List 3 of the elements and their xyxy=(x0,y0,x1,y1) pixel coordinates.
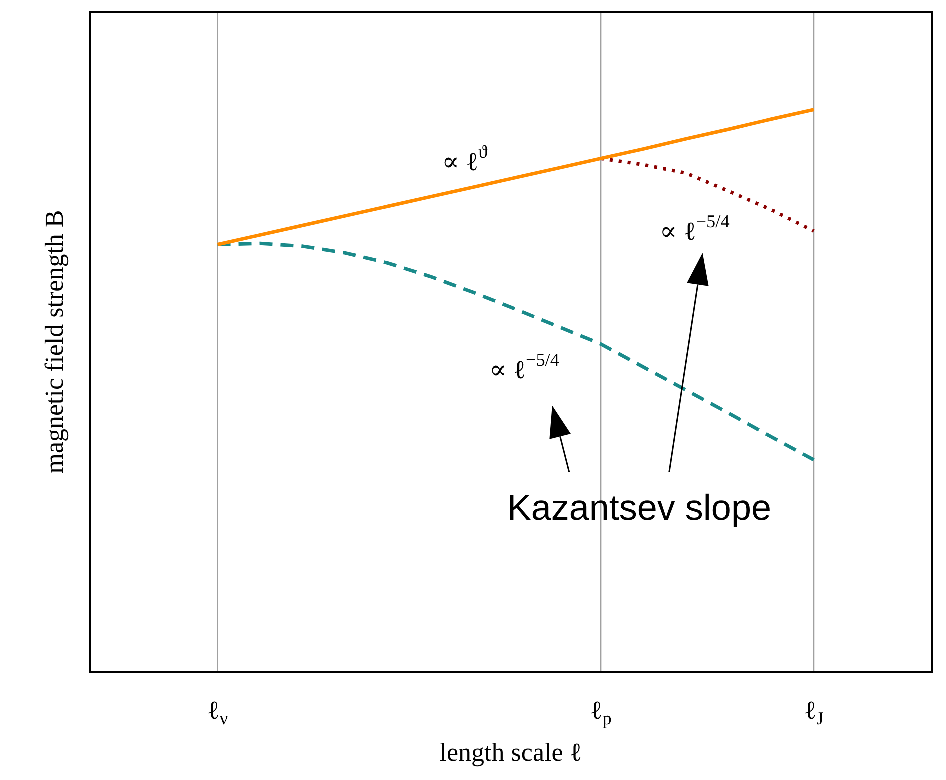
y-axis-title: magnetic field strength B xyxy=(40,210,69,474)
annotation: Kazantsev slope xyxy=(507,487,772,528)
x-axis-title: length scale ℓ xyxy=(440,738,582,767)
